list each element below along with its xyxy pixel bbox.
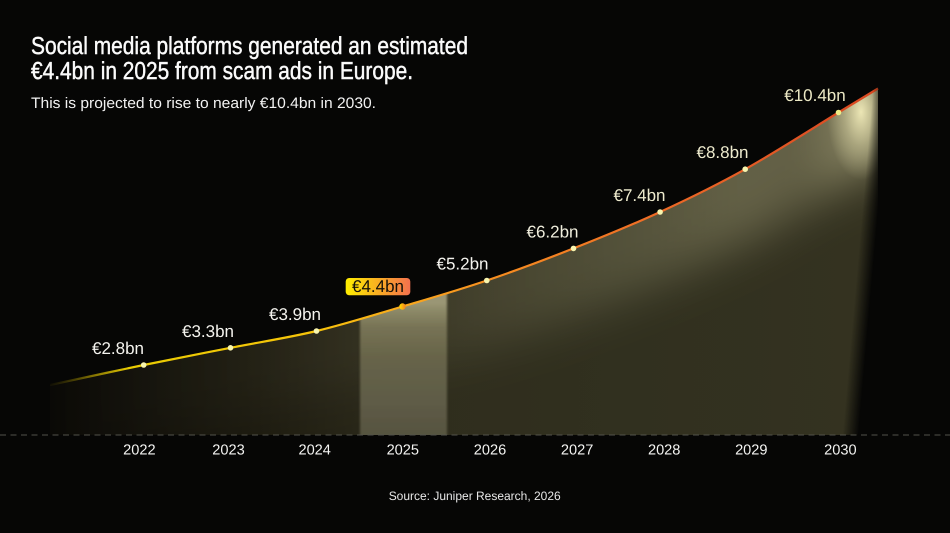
svg-text:2030: 2030 — [824, 443, 856, 459]
svg-text:2023: 2023 — [212, 443, 244, 459]
svg-text:€10.4bn: €10.4bn — [784, 86, 845, 105]
svg-text:€8.8bn: €8.8bn — [697, 143, 749, 162]
svg-text:Social media platforms generat: Social media platforms generated an esti… — [31, 33, 468, 60]
svg-text:€4.4bn in 2025 from scam ads i: €4.4bn in 2025 from scam ads in Europe. — [31, 58, 413, 85]
svg-text:€7.4bn: €7.4bn — [614, 186, 666, 205]
svg-text:2029: 2029 — [735, 443, 767, 459]
svg-text:€3.9bn: €3.9bn — [269, 305, 321, 324]
svg-text:€6.2bn: €6.2bn — [527, 222, 579, 241]
svg-text:€4.4bn: €4.4bn — [352, 277, 404, 296]
svg-text:Source: Juniper Research, 2026: Source: Juniper Research, 2026 — [389, 489, 561, 503]
svg-text:2027: 2027 — [561, 443, 593, 459]
svg-text:€3.3bn: €3.3bn — [182, 322, 234, 341]
svg-text:€2.8bn: €2.8bn — [92, 339, 144, 358]
svg-text:2026: 2026 — [474, 443, 506, 459]
svg-text:2028: 2028 — [648, 443, 680, 459]
svg-text:This is projected to rise to n: This is projected to rise to nearly €10.… — [31, 95, 376, 112]
svg-text:2025: 2025 — [387, 443, 419, 459]
svg-text:2022: 2022 — [123, 443, 155, 459]
svg-text:2024: 2024 — [298, 443, 330, 459]
svg-text:€5.2bn: €5.2bn — [437, 255, 489, 274]
